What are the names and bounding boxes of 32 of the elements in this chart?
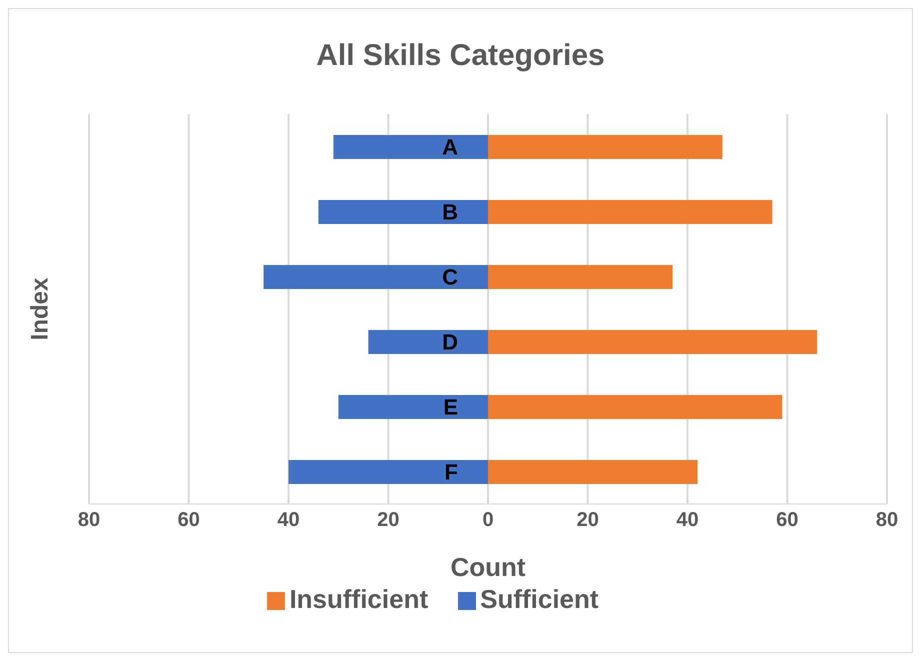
bar xyxy=(338,395,488,419)
x-tick-label: 20 xyxy=(377,509,400,532)
chart-title: All Skills Categories xyxy=(315,38,606,74)
legend-label: Insufficient xyxy=(289,584,428,614)
bar xyxy=(488,460,698,484)
x-tick-label: 40 xyxy=(277,509,300,532)
bar xyxy=(488,200,772,224)
y-tick-label: D xyxy=(442,330,458,354)
x-tick-label: 20 xyxy=(576,509,599,532)
y-axis-title: Index xyxy=(26,277,54,340)
y-tick-label: C xyxy=(442,264,458,290)
y-tick-label: B xyxy=(442,200,458,224)
bar xyxy=(488,135,722,159)
bar xyxy=(488,395,782,419)
y-tick-label: E xyxy=(443,394,458,420)
legend-label: Sufficient xyxy=(480,584,599,614)
bar xyxy=(318,200,488,224)
bar xyxy=(288,460,488,484)
x-tick-label: 80 xyxy=(876,509,898,532)
x-tick-label: 0 xyxy=(482,509,494,532)
bar xyxy=(488,330,818,354)
x-tick-label: 40 xyxy=(676,509,699,532)
bar xyxy=(368,330,488,354)
y-tick-label: A xyxy=(442,134,458,160)
x-tick-label: 60 xyxy=(776,509,798,532)
bar xyxy=(264,265,488,289)
x-axis-title: Count xyxy=(450,552,526,582)
bar xyxy=(333,135,488,159)
y-tick-label: F xyxy=(444,460,458,484)
x-tick-label: 60 xyxy=(178,509,200,532)
x-tick-label: 80 xyxy=(78,509,100,532)
bar xyxy=(488,265,673,289)
